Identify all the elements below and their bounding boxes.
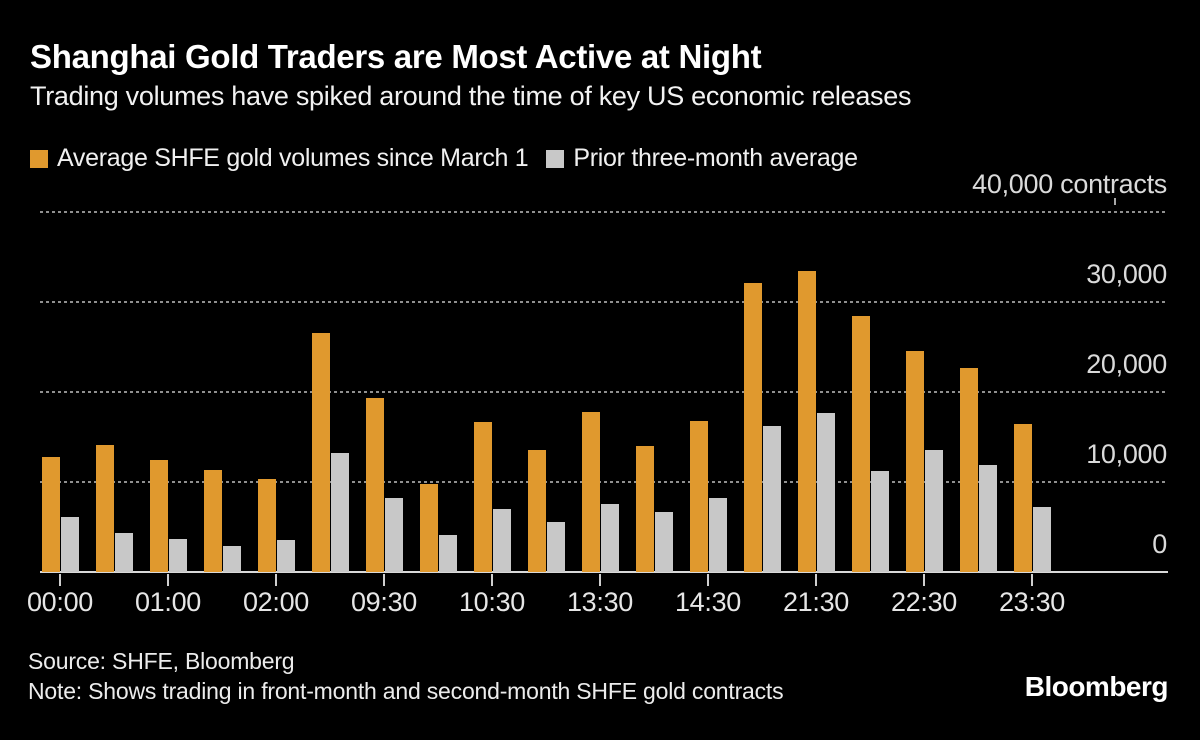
bar-prior-avg-10:00	[438, 535, 457, 572]
bar-since-march-11:00	[527, 449, 546, 572]
gridline-10000	[40, 481, 1166, 483]
x-axis-baseline	[40, 571, 1168, 573]
chart-title: Shanghai Gold Traders are Most Active at…	[30, 38, 762, 75]
bar-since-march-13:30	[581, 411, 600, 572]
bar-since-march-00:30	[95, 445, 114, 572]
bar-prior-avg-21:30	[816, 412, 835, 572]
x-tick-14:30	[707, 574, 709, 586]
note-text: Note: Shows trading in front-month and s…	[28, 678, 784, 704]
bar-prior-avg-01:30	[222, 545, 241, 572]
bar-since-march-01:30	[203, 470, 222, 572]
y-tick-label: 30,000	[1086, 259, 1167, 289]
legend-label-current-volumes: Average SHFE gold volumes since March 1	[57, 144, 529, 172]
x-tick-21:30	[815, 574, 817, 586]
x-tick-label: 10:30	[458, 587, 526, 617]
x-tick-01:00	[167, 574, 169, 586]
bar-prior-avg-22:00	[870, 471, 889, 572]
x-tick-label: 01:00	[134, 587, 202, 617]
x-tick-00:00	[59, 574, 61, 586]
bar-since-march-09:00	[311, 332, 330, 572]
bar-since-march-14:30	[689, 420, 708, 572]
x-tick-label: 02:00	[242, 587, 310, 617]
x-tick-label: 14:30	[674, 587, 742, 617]
x-tick-label: 09:30	[350, 587, 418, 617]
y-tick-label: 20,000	[1086, 349, 1167, 379]
y-tick-label: 0	[1152, 529, 1167, 559]
x-tick-label: 13:30	[566, 587, 634, 617]
bar-since-march-14:00	[635, 446, 654, 572]
bar-prior-avg-23:00	[978, 464, 997, 572]
x-tick-23:30	[1031, 574, 1033, 586]
bar-prior-avg-10:30	[492, 509, 511, 572]
bar-since-march-23:00	[959, 367, 978, 572]
x-tick-09:30	[383, 574, 385, 586]
bar-since-march-21:00	[743, 283, 762, 572]
bar-since-march-21:30	[797, 271, 816, 572]
y-axis-unit-tick	[1114, 198, 1116, 205]
bar-prior-avg-13:30	[600, 503, 619, 572]
bar-prior-avg-23:30	[1032, 507, 1051, 572]
legend-swatch-orange	[30, 149, 48, 168]
bar-since-march-09:30	[365, 398, 384, 572]
source-text: Source: SHFE, Bloomberg	[28, 648, 295, 674]
bar-since-march-22:00	[851, 316, 870, 572]
bar-prior-avg-22:30	[924, 449, 943, 572]
x-tick-13:30	[599, 574, 601, 586]
bar-prior-avg-01:00	[168, 538, 187, 572]
chart-subtitle: Trading volumes have spiked around the t…	[30, 81, 912, 111]
bar-since-march-00:00	[41, 456, 60, 572]
legend-item-current-volumes: Average SHFE gold volumes since March 1	[30, 144, 529, 173]
bar-prior-avg-02:00	[276, 539, 295, 572]
gridline-30000	[40, 301, 1166, 303]
legend: Average SHFE gold volumes since March 1 …	[30, 144, 858, 173]
y-tick-label: 10,000	[1086, 439, 1167, 469]
x-tick-label: 22:30	[890, 587, 958, 617]
bar-prior-avg-09:30	[384, 498, 403, 572]
x-tick-10:30	[491, 574, 493, 586]
y-tick-label: 40,000 contracts	[972, 169, 1167, 199]
bar-since-march-23:30	[1013, 424, 1032, 572]
bloomberg-logo: Bloomberg	[1024, 671, 1169, 702]
bar-prior-avg-14:00	[654, 511, 673, 572]
bar-prior-avg-11:00	[546, 521, 565, 572]
legend-label-prior-average: Prior three-month average	[573, 144, 858, 172]
legend-item-prior-average: Prior three-month average	[546, 144, 858, 173]
bar-prior-avg-00:00	[60, 517, 79, 572]
bar-since-march-10:30	[473, 421, 492, 572]
gridline-20000	[40, 391, 1166, 393]
bar-prior-avg-00:30	[114, 533, 133, 572]
gridline-40000	[40, 211, 1166, 213]
x-tick-label: 00:00	[26, 587, 94, 617]
x-tick-02:00	[275, 574, 277, 586]
x-tick-label: 21:30	[782, 587, 850, 617]
x-tick-label: 23:30	[998, 587, 1066, 617]
legend-swatch-gray	[546, 149, 565, 168]
bar-prior-avg-09:00	[330, 453, 349, 572]
bar-since-march-10:00	[419, 483, 438, 572]
bar-since-march-02:00	[257, 479, 276, 572]
bar-since-march-01:00	[149, 460, 168, 572]
x-tick-22:30	[923, 574, 925, 586]
bar-prior-avg-21:00	[762, 426, 781, 572]
bar-prior-avg-14:30	[708, 498, 727, 572]
bar-since-march-22:30	[905, 350, 924, 572]
